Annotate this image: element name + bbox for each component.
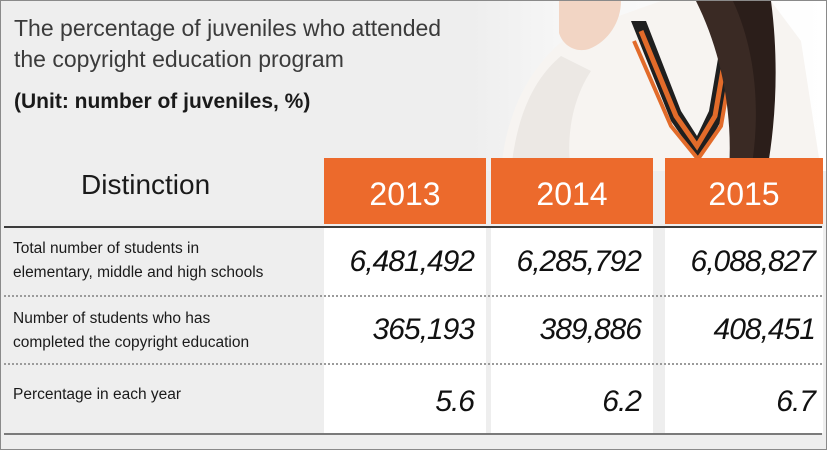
cell-completed-2013: 365,193 (372, 313, 475, 346)
column-2015-background (665, 228, 823, 433)
column-2013-background (324, 228, 486, 433)
column-2014-background (491, 228, 653, 433)
cell-percentage-2013: 5.6 (435, 385, 475, 418)
row-label-total-students: Total number of students in elementary, … (13, 237, 263, 285)
row-label-line: Number of students who has (13, 310, 211, 327)
row-label-line: elementary, middle and high schools (13, 264, 264, 281)
cell-total-2015: 6,088,827 (690, 245, 816, 278)
title-line-1: The percentage of juveniles who attended (14, 15, 442, 41)
header-distinction: Distinction (81, 169, 211, 200)
row-label-line: Total number of students in (13, 240, 200, 257)
cell-percentage-2014: 6.2 (602, 385, 642, 418)
cell-total-2014: 6,285,792 (516, 245, 642, 278)
student-photo (471, 1, 826, 171)
row-separator (4, 295, 822, 297)
cell-completed-2014: 389,886 (539, 313, 642, 346)
table-bottom-rule (4, 433, 822, 435)
chart-title: The percentage of juveniles who attended… (14, 13, 494, 75)
year-header-2015: 2015 (665, 158, 823, 224)
cell-total-2013: 6,481,492 (349, 245, 475, 278)
student-illustration (471, 1, 826, 171)
cell-completed-2015: 408,451 (713, 313, 816, 346)
year-header-2014: 2014 (491, 158, 653, 224)
title-line-2: the copyright education program (14, 46, 344, 72)
table-top-rule (4, 226, 822, 228)
row-separator (4, 363, 822, 365)
row-label-percentage: Percentage in each year (13, 383, 181, 407)
year-header-2013: 2013 (324, 158, 486, 224)
row-label-line: Percentage in each year (13, 386, 182, 403)
cell-percentage-2015: 6.7 (776, 385, 816, 418)
row-label-completed: Number of students who has completed the… (13, 307, 249, 355)
unit-label: (Unit: number of juveniles, %) (14, 90, 311, 113)
row-label-line: completed the copyright education (13, 334, 250, 351)
